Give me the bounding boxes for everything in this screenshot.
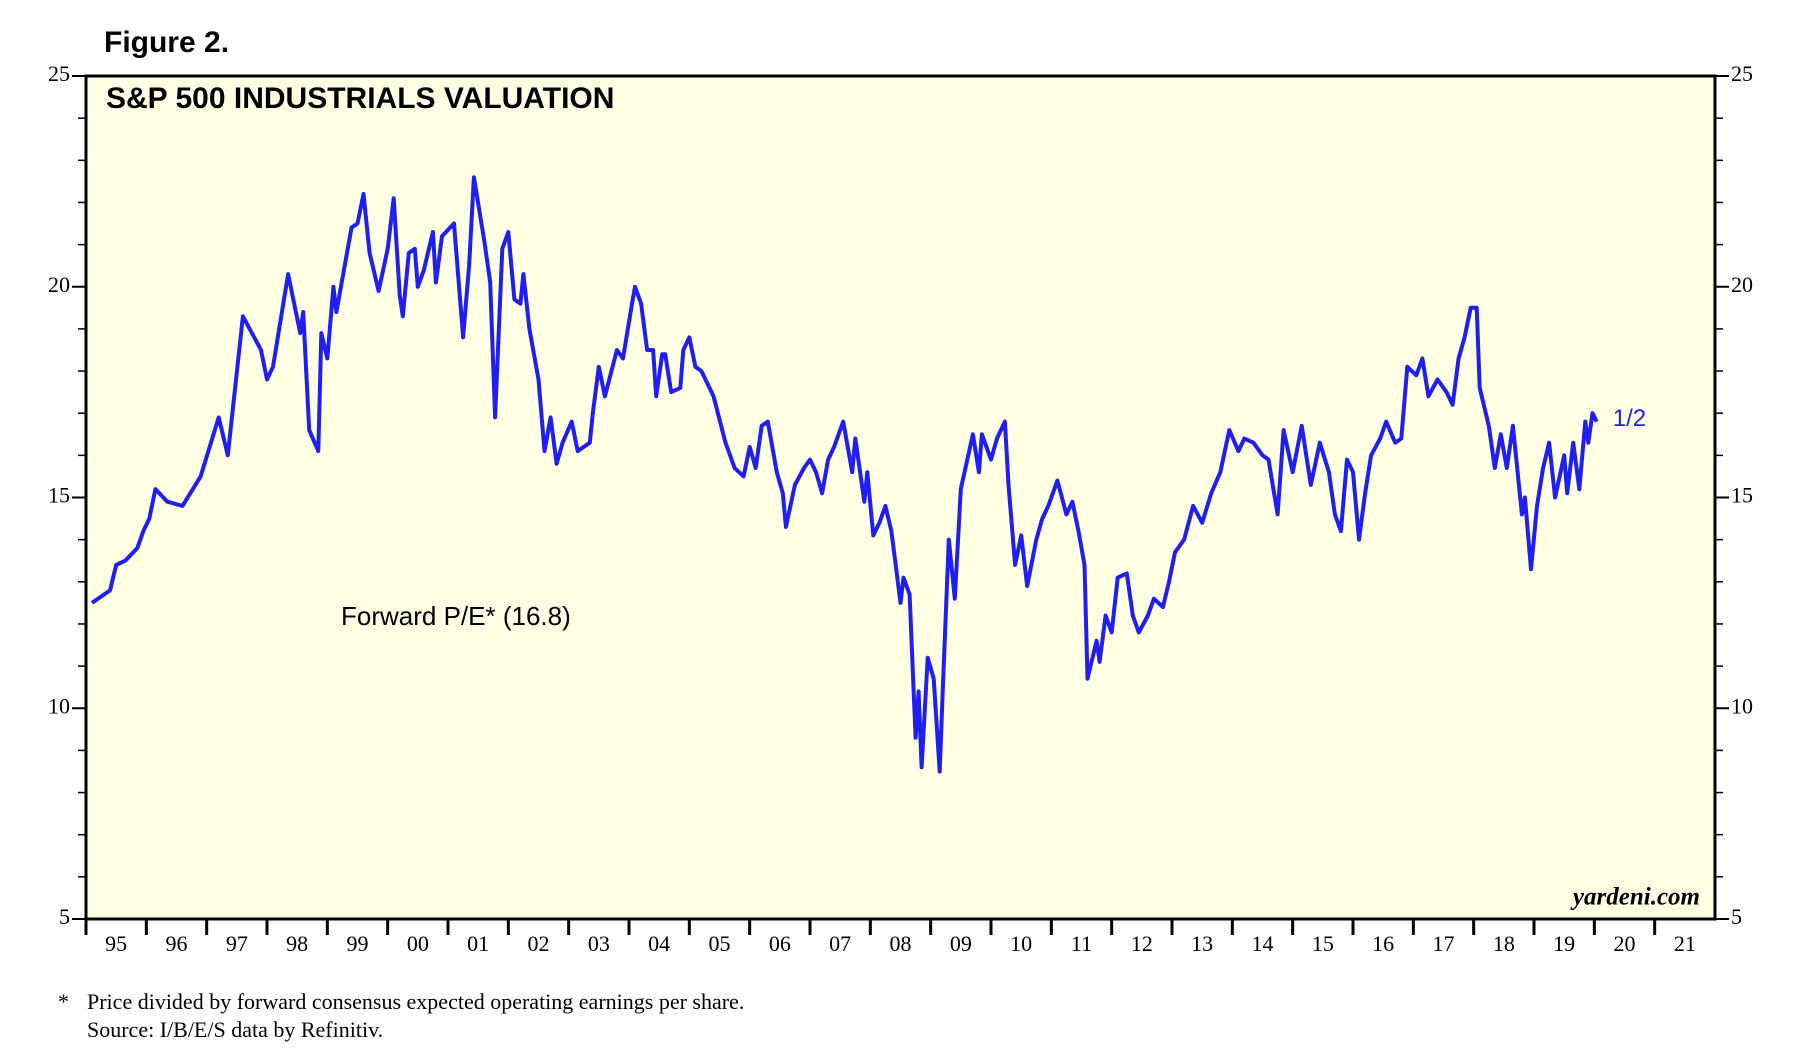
x-tick-label: 15 <box>1312 931 1334 956</box>
y2-tick-label: 15 <box>1731 483 1753 508</box>
x-tick-label: 97 <box>226 931 248 956</box>
y-tick-label: 25 <box>48 61 70 86</box>
x-tick-label: 10 <box>1010 931 1032 956</box>
y2-tick-label: 5 <box>1731 904 1742 929</box>
x-tick-label: 00 <box>407 931 429 956</box>
plot-area <box>84 74 1717 921</box>
x-tick-label: 19 <box>1553 931 1575 956</box>
annotation: Forward P/E* (16.8) <box>341 601 571 631</box>
footnote-line: Price divided by forward consensus expec… <box>87 989 744 1014</box>
end-label: 1/2 <box>1613 405 1646 432</box>
y-tick-label: 15 <box>48 483 70 508</box>
x-tick-label: 21 <box>1674 931 1696 956</box>
x-tick-label: 95 <box>105 931 127 956</box>
credit: yardeni.com <box>1570 884 1700 911</box>
x-tick-label: 06 <box>769 931 791 956</box>
x-tick-label: 09 <box>950 931 972 956</box>
y-tick-label: 5 <box>59 904 70 929</box>
x-tick-label: 20 <box>1614 931 1636 956</box>
x-tick-label: 98 <box>286 931 308 956</box>
y2-tick-label: 25 <box>1731 61 1753 86</box>
x-tick-label: 12 <box>1131 931 1153 956</box>
x-tick-label: 07 <box>829 931 851 956</box>
y2-tick-label: 20 <box>1731 272 1753 297</box>
footnote-line: Source: I/B/E/S data by Refinitiv. <box>87 1017 383 1042</box>
x-tick-label: 16 <box>1372 931 1394 956</box>
y2-tick-label: 10 <box>1731 693 1753 718</box>
y-tick-label: 10 <box>48 693 70 718</box>
x-tick-label: 04 <box>648 931 670 956</box>
x-tick-label: 05 <box>709 931 731 956</box>
line <box>90 175 1599 774</box>
y-tick-label: 20 <box>48 272 70 297</box>
x-tick-label: 08 <box>890 931 912 956</box>
chart-title: S&P 500 INDUSTRIALS VALUATION <box>106 82 614 115</box>
figure-label: Figure 2. <box>104 26 229 59</box>
x-tick-label: 01 <box>467 931 489 956</box>
x-tick-label: 13 <box>1191 931 1213 956</box>
x-tick-label: 03 <box>588 931 610 956</box>
x-tick-label: 14 <box>1252 931 1274 956</box>
x-tick-label: 02 <box>528 931 550 956</box>
x-tick-label: 17 <box>1433 931 1455 956</box>
x-tick-label: 96 <box>166 931 188 956</box>
x-tick-label: 99 <box>347 931 369 956</box>
footnote-marker: * <box>58 989 69 1014</box>
x-tick-label: 11 <box>1071 931 1092 956</box>
x-tick-label: 18 <box>1493 931 1515 956</box>
